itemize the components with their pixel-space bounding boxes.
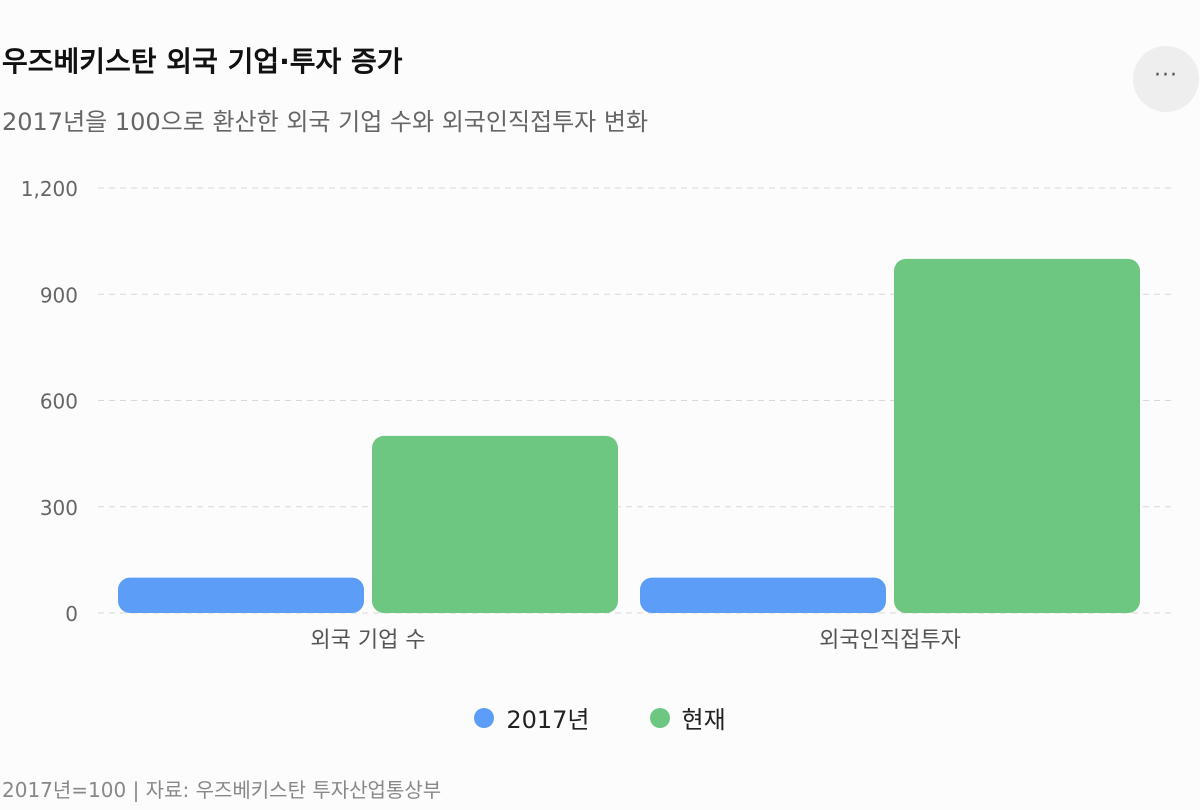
source-note: 2017년=100 | 자료: 우즈베키스탄 투자산업통상부 xyxy=(2,778,442,802)
y-tick-label: 1,200 xyxy=(21,177,78,201)
y-tick-label: 0 xyxy=(65,602,78,626)
legend-label-now: 현재 xyxy=(681,706,726,734)
chart-legend: 2017년 현재 xyxy=(0,700,1200,735)
chart-title: 우즈베키스탄 외국 기업·투자 증가 xyxy=(2,45,403,78)
bar-chart: 0 300 600 900 1,200 외국 기업 수 외국인직접투자 xyxy=(21,177,1172,653)
legend-dot-2017 xyxy=(474,707,495,728)
legend-dot-now xyxy=(649,707,670,728)
bar-now xyxy=(372,435,618,613)
x-tick-label: 외국 기업 수 xyxy=(310,628,425,653)
chart-subtitle: 2017년을 100으로 환산한 외국 기업 수와 외국인직접투자 변화 xyxy=(2,108,649,136)
legend-item-2017[interactable]: 2017년 xyxy=(474,700,590,735)
legend-label-2017: 2017년 xyxy=(506,706,590,734)
more-horizontal-icon: ··· xyxy=(1154,63,1178,88)
y-tick-label: 300 xyxy=(40,496,78,520)
bar-2017 xyxy=(118,577,364,613)
more-options-button[interactable]: ··· xyxy=(1133,46,1199,112)
legend-item-now[interactable]: 현재 xyxy=(649,700,726,735)
x-tick-label: 외국인직접투자 xyxy=(819,628,961,653)
y-tick-label: 900 xyxy=(40,283,78,307)
y-tick-label: 600 xyxy=(40,390,78,414)
bar-2017 xyxy=(640,577,886,613)
bar-now xyxy=(894,258,1140,613)
